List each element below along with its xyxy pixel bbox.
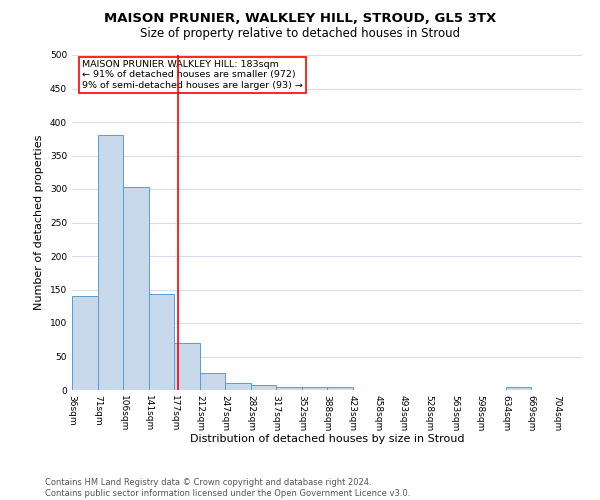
Bar [225,384,251,390]
Bar [174,343,199,390]
Text: Size of property relative to detached houses in Stroud: Size of property relative to detached ho… [140,28,460,40]
Bar [505,386,531,390]
Bar [302,386,327,390]
Text: MAISON PRUNIER, WALKLEY HILL, STROUD, GL5 3TX: MAISON PRUNIER, WALKLEY HILL, STROUD, GL… [104,12,496,26]
Y-axis label: Number of detached properties: Number of detached properties [34,135,44,310]
Text: Contains HM Land Registry data © Crown copyright and database right 2024.
Contai: Contains HM Land Registry data © Crown c… [45,478,410,498]
Bar [97,136,123,390]
Bar [276,386,302,390]
Bar [72,296,97,390]
Bar [327,386,353,390]
Bar [199,373,225,390]
X-axis label: Distribution of detached houses by size in Stroud: Distribution of detached houses by size … [190,434,464,444]
Text: MAISON PRUNIER WALKLEY HILL: 183sqm
← 91% of detached houses are smaller (972)
9: MAISON PRUNIER WALKLEY HILL: 183sqm ← 91… [82,60,303,90]
Bar [149,294,174,390]
Bar [123,187,149,390]
Bar [251,384,276,390]
